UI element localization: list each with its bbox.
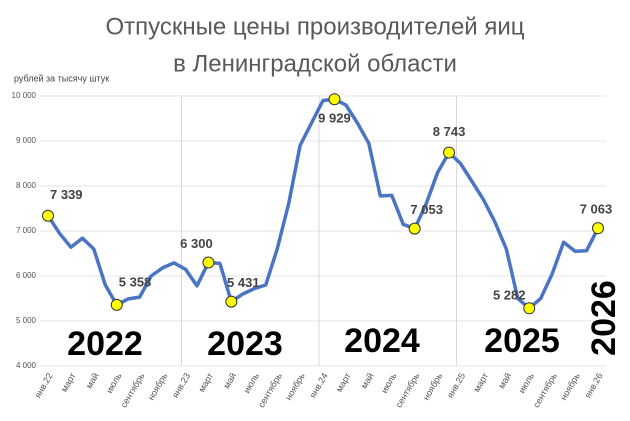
y-tick-label: 4 000	[16, 361, 37, 370]
x-tick-label: март	[59, 371, 78, 393]
data-label: 7 339	[50, 187, 83, 202]
x-tick-label: май	[84, 371, 101, 390]
x-tick-label: ноябрь	[558, 371, 582, 402]
y-axis-label: рублей за тысячу штук	[14, 73, 109, 83]
year-label: 2025	[484, 322, 560, 360]
chart-title: Отпускные цены производителей яиц	[105, 13, 524, 40]
year-label: 2023	[207, 325, 283, 363]
line	[46, 97, 600, 311]
marker	[523, 302, 536, 315]
y-tick-label: 7 000	[16, 226, 37, 235]
marker	[202, 256, 215, 269]
x-tick-label: июль	[379, 371, 399, 395]
data-label: 8 743	[433, 124, 466, 139]
x-tick-label: янв.26	[583, 371, 605, 400]
year-label: 2022	[67, 325, 143, 363]
marker	[443, 146, 456, 159]
x-tick-label: июль	[104, 371, 124, 395]
x-tick-label: ноябрь	[283, 371, 307, 402]
x-tick-label: ноябрь	[146, 371, 170, 402]
marker	[328, 93, 341, 106]
x-tick-label: ноябрь	[421, 371, 445, 402]
data-label: 9 929	[318, 111, 351, 126]
x-tick-label: янв.23	[170, 371, 192, 400]
marker	[225, 295, 238, 308]
x-tick-label: июль	[242, 371, 262, 395]
x-tick-label: янв.24	[308, 371, 330, 400]
data-label: 5 431	[227, 275, 260, 290]
y-tick-label: 8 000	[16, 181, 37, 190]
data-label: 7 063	[580, 202, 613, 217]
x-tick-label: март	[471, 371, 490, 393]
x-tick-label: март	[334, 371, 353, 393]
year-label: 2024	[344, 322, 420, 360]
y-tick-label: 9 000	[16, 136, 37, 145]
x-tick-label: март	[196, 371, 215, 393]
y-tick-label: 5 000	[16, 316, 37, 325]
y-tick-label: 6 000	[16, 271, 37, 280]
marker	[110, 298, 123, 311]
data-label: 5 358	[119, 274, 152, 289]
x-tick-label: янв.25	[445, 371, 467, 400]
x-tick-label: май	[496, 371, 513, 390]
x-tick-label: май	[221, 371, 238, 390]
marker	[42, 209, 54, 222]
y-tick-label: 10 000	[12, 91, 37, 100]
x-tick-label: янв.22	[33, 371, 55, 400]
x-tick-label: июль	[517, 371, 537, 395]
data-label: 7 053	[410, 202, 443, 217]
marker	[592, 222, 604, 235]
data-label: 6 300	[180, 236, 213, 251]
marker	[408, 222, 421, 235]
data-label: 5 282	[493, 288, 526, 303]
chart-title: в Ленинградской области	[173, 50, 457, 77]
x-tick-label: май	[359, 371, 376, 390]
year-label: 2026	[585, 280, 623, 356]
